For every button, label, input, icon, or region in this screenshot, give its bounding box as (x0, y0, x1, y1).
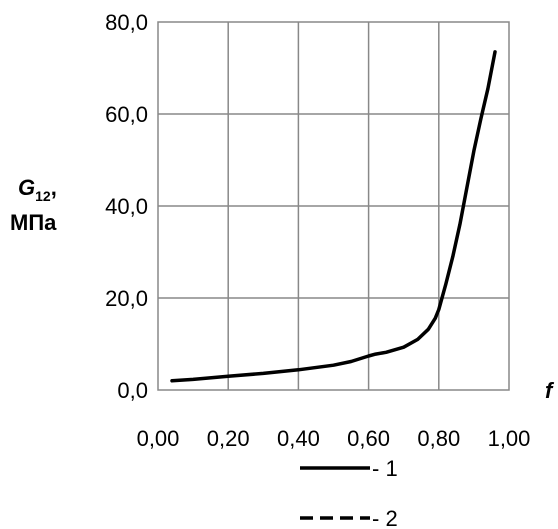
x-tick-label: 0,20 (207, 426, 250, 451)
series-lines (170, 50, 497, 383)
x-axis-ticks: 0,00 0,20 0,40 0,60 0,80 1,00 (137, 426, 531, 451)
y-axis-unit: МПа (10, 210, 57, 235)
x-tick-label: 1,00 (488, 426, 531, 451)
y-tick-label: 80,0 (105, 10, 148, 35)
y-tick-label: 60,0 (105, 102, 148, 127)
y-tick-label: 20,0 (105, 286, 148, 311)
legend-label-1: - 1 (372, 456, 398, 481)
x-tick-label: 0,60 (347, 426, 390, 451)
x-tick-label: 0,00 (137, 426, 180, 451)
legend-label-2: - 2 (372, 506, 398, 529)
y-tick-label: 0,0 (117, 378, 148, 403)
legend: - 1 - 2 (300, 456, 398, 529)
grid (158, 22, 509, 390)
y-axis-label: G12, (18, 175, 57, 204)
series-line-1 (170, 50, 497, 383)
y-axis-ticks: 0,0 20,0 40,0 60,0 80,0 (105, 10, 148, 403)
x-tick-label: 0,40 (277, 426, 320, 451)
x-axis-label: f (545, 378, 555, 403)
y-tick-label: 40,0 (105, 194, 148, 219)
x-tick-label: 0,80 (417, 426, 460, 451)
